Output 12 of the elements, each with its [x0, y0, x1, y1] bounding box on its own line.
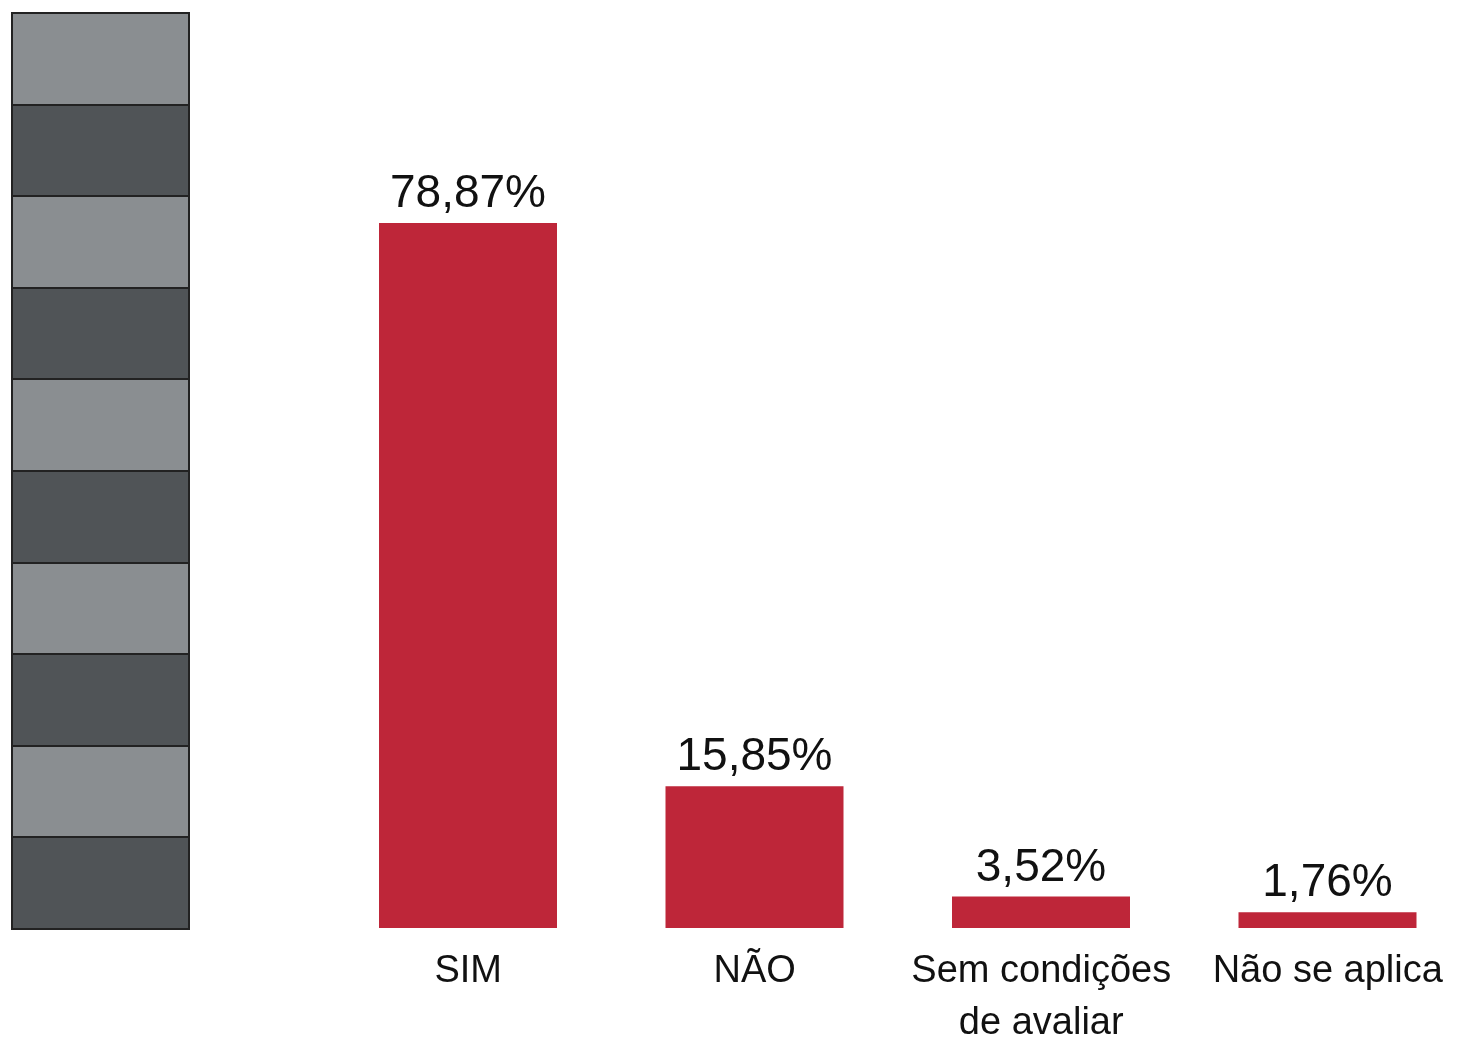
- x-tick-label: Não se aplica: [1212, 948, 1444, 990]
- x-tick-label: SIM: [434, 948, 503, 990]
- bar: [379, 223, 557, 928]
- x-tick-label: NÃO: [713, 948, 796, 990]
- x-tick-label: Sem condições de avaliar: [911, 948, 1172, 1042]
- data-label: 1,76%: [1262, 854, 1393, 907]
- data-label: 3,52%: [975, 838, 1107, 891]
- bar: [1238, 912, 1417, 928]
- bar: [665, 786, 844, 928]
- data-label: 15,85%: [676, 728, 833, 781]
- data-label: 78,87%: [389, 165, 547, 217]
- bar: [952, 896, 1130, 928]
